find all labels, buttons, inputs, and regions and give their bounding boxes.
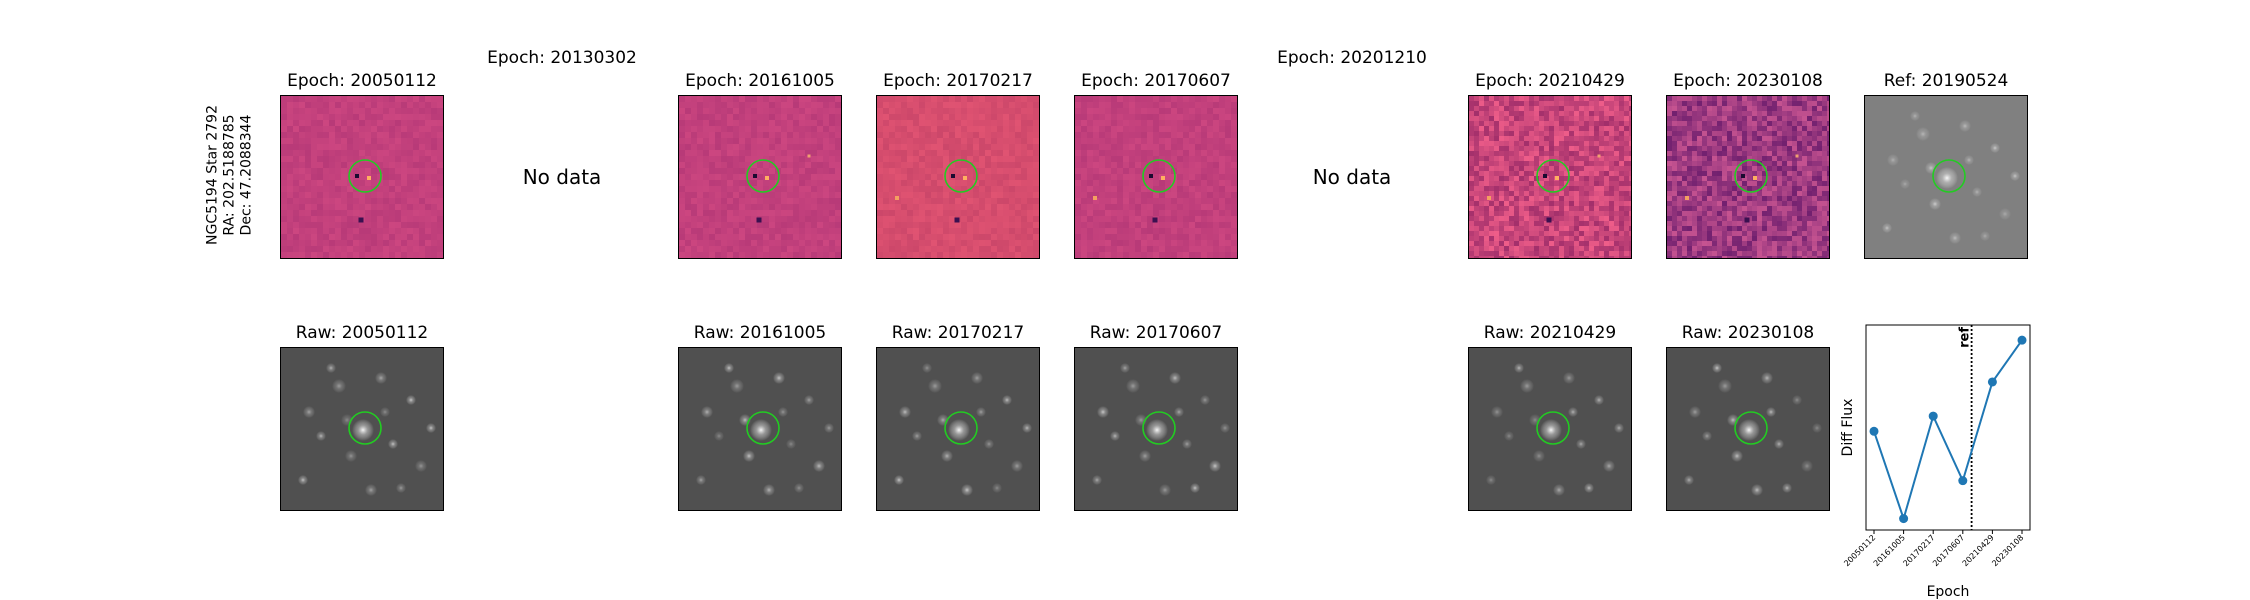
no-data-label-1: No data [522, 165, 602, 189]
raw-title-0: Raw: 20050112 [295, 323, 429, 343]
y-axis-label: Diff Flux [1840, 399, 1856, 457]
raw-title-4: Raw: 20210429 [1483, 323, 1617, 343]
side-label-dec: Dec: 47.2088344 [238, 114, 255, 236]
diff-title-8: Ref: 20190524 [1883, 71, 2009, 91]
diff-title-3: Epoch: 20170217 [883, 71, 1033, 91]
diff-cutout-0 [280, 95, 444, 259]
series-line [1873, 339, 2023, 522]
raw-cutout-4 [1468, 347, 1632, 511]
diff-title-7: Epoch: 20230108 [1673, 71, 1823, 91]
light-curve-chart: ref2005011220161005201702172017060720210… [1840, 324, 2031, 600]
diff-cutout-7 [1666, 95, 1830, 259]
data-point-4 [1987, 377, 1997, 387]
diff-cutout-2 [678, 95, 842, 259]
chart-frame [1865, 324, 2031, 531]
data-point-0 [1869, 426, 1879, 436]
diff-cutout-8 [1864, 95, 2028, 259]
side-label: NGC5194 Star 2792 RA: 202.5188785 Dec: 4… [205, 105, 256, 245]
diff-cutout-6 [1468, 95, 1632, 259]
raw-title-5: Raw: 20230108 [1681, 323, 1815, 343]
no-data-label-5: No data [1312, 165, 1392, 189]
x-axis-label: Epoch [1927, 584, 1970, 600]
diff-title-1: Epoch: 20130302 [487, 48, 637, 68]
ref-marker-label: ref [1958, 327, 1973, 348]
diff-cutout-4 [1074, 95, 1238, 259]
diff-cutout-3 [876, 95, 1040, 259]
side-label-target: NGC5194 Star 2792 [204, 105, 221, 245]
side-label-ra: RA: 202.5188785 [221, 114, 238, 236]
raw-cutout-3 [1074, 347, 1238, 511]
raw-title-3: Raw: 20170607 [1089, 323, 1223, 343]
data-point-1 [1899, 514, 1909, 524]
x-tick-label-5: 20230108 [1990, 533, 2025, 568]
diff-title-5: Epoch: 20201210 [1277, 48, 1427, 68]
diff-title-2: Epoch: 20161005 [685, 71, 835, 91]
raw-cutout-0 [280, 347, 444, 511]
data-point-2 [1928, 411, 1938, 421]
data-point-5 [2017, 335, 2027, 345]
raw-cutout-2 [876, 347, 1040, 511]
raw-cutout-5 [1666, 347, 1830, 511]
diff-title-0: Epoch: 20050112 [287, 71, 437, 91]
data-point-3 [1958, 476, 1968, 486]
diff-title-4: Epoch: 20170607 [1081, 71, 1231, 91]
raw-cutout-1 [678, 347, 842, 511]
raw-title-2: Raw: 20170217 [891, 323, 1025, 343]
diff-title-6: Epoch: 20210429 [1475, 71, 1625, 91]
raw-title-1: Raw: 20161005 [693, 323, 827, 343]
